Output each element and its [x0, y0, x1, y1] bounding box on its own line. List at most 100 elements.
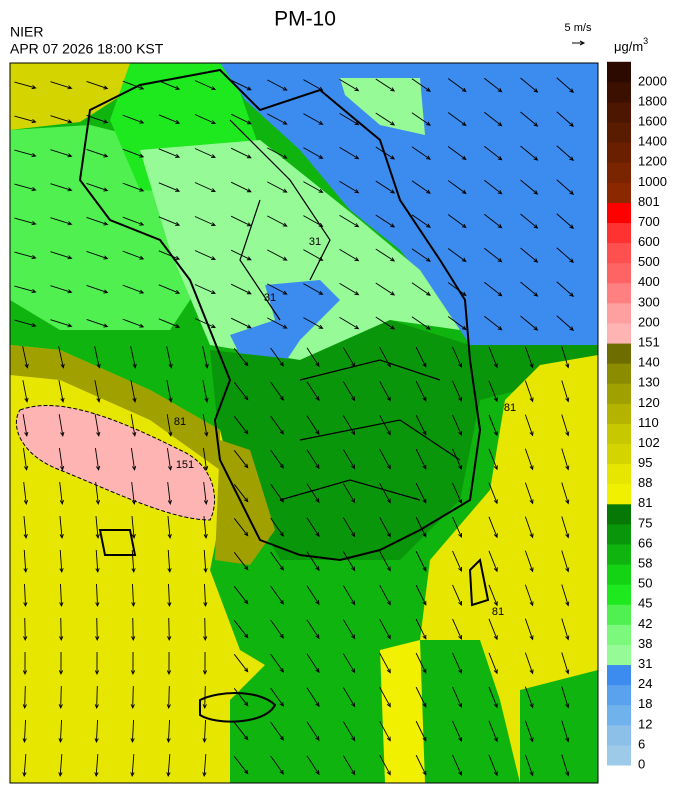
colorbar-label: 0	[638, 756, 645, 771]
colorbar-label: 1600	[638, 114, 667, 129]
wind-arrow	[306, 449, 320, 470]
wind-arrow	[94, 753, 99, 778]
wind-arrow	[556, 77, 575, 93]
colorbar-label: 151	[638, 335, 660, 350]
wind-arrow	[270, 721, 284, 741]
wind-arrow	[524, 482, 534, 505]
wind-arrow	[561, 686, 570, 709]
wind-arrow	[166, 414, 173, 437]
wind-arrow	[86, 250, 109, 260]
field-yellow	[380, 640, 425, 783]
wind-arrow	[158, 216, 181, 226]
wind-arrow	[342, 483, 356, 504]
wind-arrow	[194, 114, 216, 125]
wind-arrows	[14, 77, 575, 778]
wind-arrow	[379, 619, 391, 640]
wind-arrow	[122, 250, 145, 260]
wind-arrow	[561, 618, 570, 641]
wind-arrow	[194, 250, 216, 261]
wind-arrow	[14, 183, 37, 192]
wind-arrow	[50, 115, 73, 124]
colorbar-label: 1200	[638, 154, 667, 169]
map: 81 151 31 31 81 81	[10, 63, 598, 783]
field-yellow	[10, 63, 140, 130]
wind-arrow	[303, 113, 324, 125]
wind-arrow	[167, 549, 172, 574]
wind-arrow	[452, 414, 463, 437]
wind-arrow	[415, 686, 427, 708]
wind-arrow	[488, 482, 498, 505]
wind-arrow	[166, 346, 173, 369]
wind-arrow	[158, 284, 181, 294]
wind-arrow	[520, 145, 539, 161]
colorbar-label: 50	[638, 576, 652, 591]
wind-arrow	[230, 147, 252, 159]
wind-arrow	[270, 449, 284, 469]
wind-arrow	[267, 249, 288, 261]
wind-scale-arrow	[572, 40, 586, 46]
colorbar-label: 110	[638, 415, 659, 430]
wind-arrow	[94, 380, 101, 403]
colorbar-label: 75	[638, 515, 652, 530]
coastline	[78, 68, 482, 562]
field-blue	[220, 63, 598, 345]
wind-arrow	[411, 316, 431, 330]
wind-arrow	[375, 316, 396, 330]
wind-arrow	[303, 79, 324, 91]
colorbar-box	[607, 101, 631, 123]
wind-arrow	[270, 551, 284, 571]
wind-arrow	[86, 318, 109, 328]
wind-arrow	[233, 722, 249, 741]
colorbar-box	[607, 282, 631, 304]
wind-arrow	[233, 756, 249, 775]
wind-arrow	[95, 617, 100, 642]
wind-arrow	[561, 652, 570, 675]
wind-arrow	[447, 214, 467, 229]
wind-arrow	[561, 584, 570, 607]
wind-arrow	[306, 517, 320, 538]
wind-arrow	[452, 686, 463, 709]
wind-arrow	[270, 687, 284, 707]
wind-arrow	[131, 516, 136, 539]
wind-arrow	[520, 247, 539, 263]
wind-arrow	[339, 282, 360, 296]
wind-arrow	[556, 315, 575, 331]
wind-arrow	[14, 251, 37, 260]
wind-arrow	[203, 617, 208, 642]
wind-arrow	[524, 754, 534, 777]
colorbar-label: 18	[638, 696, 652, 711]
wind-arrow	[411, 78, 431, 92]
wind-arrow	[166, 448, 173, 471]
wind-arrow	[233, 484, 249, 503]
colorbar-box	[607, 302, 631, 324]
wind-arrow	[520, 77, 539, 93]
wind-arrow	[561, 550, 570, 573]
wind-arrow	[233, 586, 249, 605]
wind-arrow	[267, 317, 288, 329]
wind-arrow	[447, 316, 467, 331]
wind-arrow	[130, 448, 137, 471]
wind-arrow	[411, 282, 431, 296]
wind-arrow	[415, 346, 427, 368]
wind-arrow	[166, 380, 173, 403]
wind-arrow	[122, 216, 145, 226]
colorbar-label: 1000	[638, 174, 667, 189]
wind-arrow	[59, 617, 64, 642]
field-olive	[215, 440, 275, 565]
wind-arrow	[379, 687, 391, 708]
wind-arrow	[233, 688, 249, 707]
wind-arrow	[95, 583, 100, 608]
wind-arrow	[267, 113, 288, 125]
wind-arrow	[230, 317, 252, 329]
wind-arrow	[375, 146, 396, 160]
wind-arrow	[452, 652, 463, 675]
colorbar-box	[607, 724, 631, 746]
title: PM-10	[274, 8, 336, 31]
wind-arrow	[230, 79, 252, 91]
wind-arrow	[158, 250, 181, 260]
wind-arrow	[306, 755, 320, 776]
wind-arrow	[561, 346, 570, 369]
field-yellow	[420, 355, 598, 783]
colorbar-box	[607, 242, 631, 264]
wind-arrow	[230, 215, 252, 227]
